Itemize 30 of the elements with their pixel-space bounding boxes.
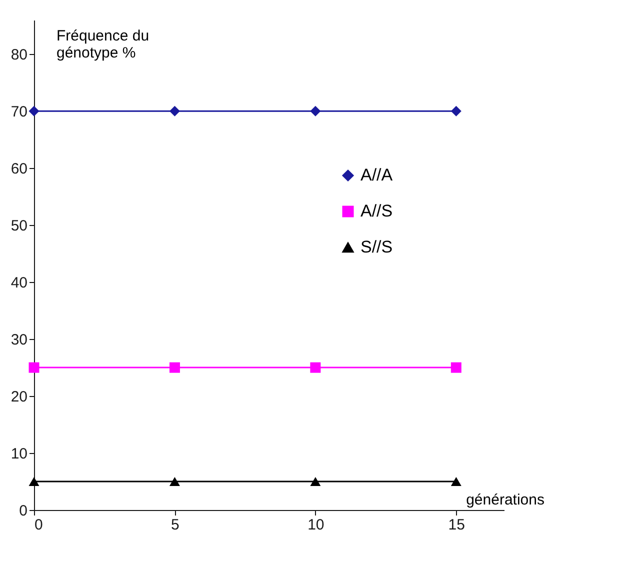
- x-tick-label: 5: [171, 516, 180, 534]
- y-tick-label: 10: [10, 446, 28, 463]
- point: [310, 106, 321, 116]
- point: [28, 476, 40, 486]
- y-tick-label: 30: [10, 332, 28, 349]
- x-tick-label: 0: [34, 516, 43, 534]
- y-tick-label: 80: [10, 46, 28, 64]
- x-tick-label: 10: [308, 516, 324, 534]
- point: [169, 106, 180, 116]
- y-tick-label: 60: [10, 160, 28, 178]
- point: [169, 362, 180, 373]
- point: [310, 476, 321, 486]
- point: [450, 362, 462, 373]
- point: [310, 362, 321, 373]
- y-tick-label: 50: [10, 218, 28, 235]
- y-tick-label: 20: [10, 388, 28, 406]
- x-axis-title: générations: [466, 492, 544, 508]
- point: [450, 476, 462, 486]
- point: [450, 106, 462, 116]
- legend-label: A//S: [360, 202, 393, 220]
- point: [28, 362, 40, 373]
- y-tick-label: 40: [10, 274, 28, 292]
- y-axis-title: Fréquence du génotype %: [56, 28, 150, 62]
- x-tick-label: 15: [448, 516, 465, 534]
- legend-label: S//S: [360, 238, 393, 256]
- y-tick-label: 0: [19, 502, 28, 520]
- point: [169, 476, 180, 486]
- y-tick-label: 70: [10, 104, 28, 121]
- point: [28, 106, 40, 116]
- legend-label: A//A: [360, 166, 394, 184]
